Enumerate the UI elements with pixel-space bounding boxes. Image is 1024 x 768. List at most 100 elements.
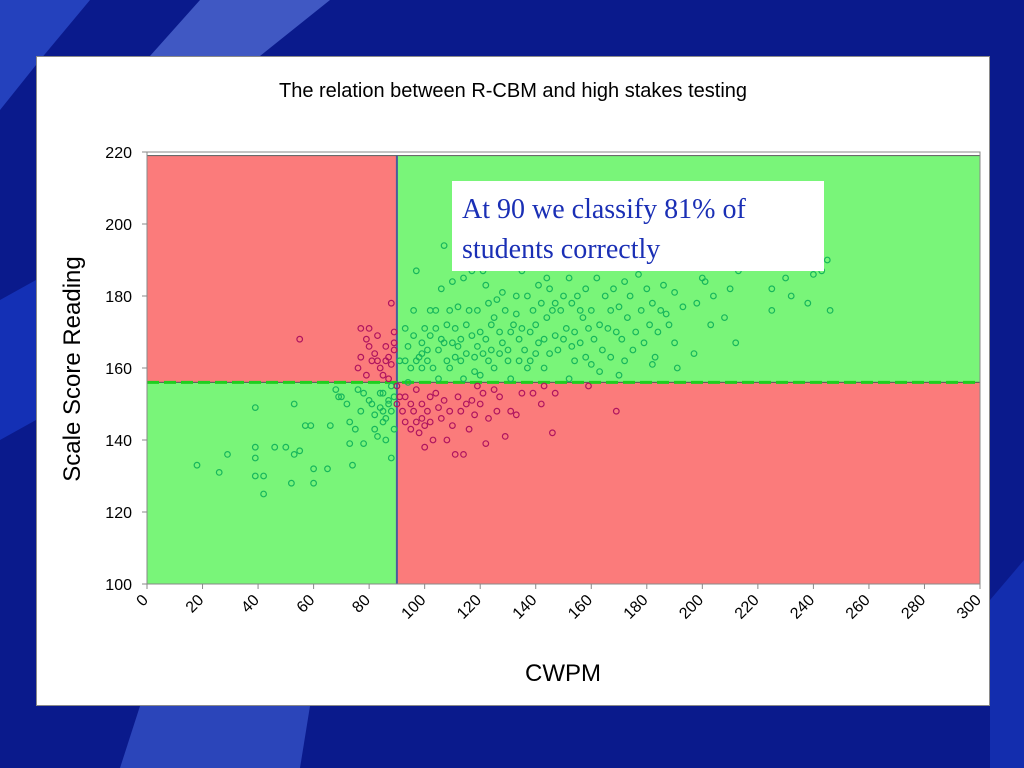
data-point-0 — [193, 461, 201, 469]
data-point-171 — [546, 285, 553, 293]
data-point-167 — [540, 364, 548, 372]
data-point-162 — [532, 350, 540, 358]
data-point-101 — [440, 242, 448, 250]
data-point-241 — [726, 285, 734, 293]
data-point-204 — [610, 285, 617, 293]
data-point-49 — [387, 407, 395, 415]
data-point-8 — [260, 490, 268, 498]
data-point-19 — [324, 465, 331, 473]
data-point-282 — [449, 422, 456, 430]
data-point-216 — [637, 307, 645, 314]
data-point-105 — [446, 307, 454, 314]
y-tick-label-4: 180 — [105, 289, 132, 306]
data-point-290 — [471, 411, 479, 419]
data-point-265 — [412, 386, 420, 394]
data-point-62 — [371, 350, 379, 358]
data-point-9 — [271, 443, 279, 451]
data-point-148 — [510, 321, 517, 329]
data-point-30 — [357, 407, 365, 415]
data-point-222 — [651, 353, 659, 361]
data-point-115 — [460, 274, 467, 282]
data-point-259 — [401, 418, 409, 426]
data-point-21 — [332, 386, 340, 394]
data-point-133 — [485, 299, 492, 307]
data-point-87 — [418, 339, 426, 347]
data-point-53 — [393, 400, 401, 408]
data-point-280 — [443, 436, 451, 444]
data-point-236 — [701, 278, 709, 286]
x-tick-label-2: 40 — [238, 592, 263, 617]
data-point-156 — [524, 292, 531, 300]
data-point-206 — [615, 371, 623, 379]
data-point-201 — [604, 325, 612, 332]
data-points — [193, 242, 834, 498]
data-point-96 — [432, 307, 440, 314]
data-point-57 — [357, 325, 365, 332]
data-point-166 — [540, 335, 548, 343]
data-point-214 — [632, 328, 640, 336]
data-point-56 — [357, 353, 365, 361]
x-tick-label-10: 200 — [676, 592, 707, 623]
data-point-305 — [540, 382, 548, 390]
data-point-228 — [671, 339, 678, 347]
x-tick-label-7: 140 — [510, 592, 541, 623]
data-point-130 — [482, 335, 490, 343]
data-point-246 — [768, 285, 776, 293]
data-point-47 — [385, 400, 393, 408]
data-point-109 — [451, 325, 459, 332]
data-point-82 — [410, 307, 418, 314]
y-tick-label-5: 200 — [105, 217, 132, 234]
callout-text: At 90 we classify 81% of students correc… — [462, 194, 746, 265]
data-point-233 — [690, 350, 698, 358]
data-point-135 — [487, 346, 495, 354]
data-point-308 — [565, 375, 573, 383]
y-tick-label-1: 120 — [105, 505, 132, 522]
data-point-64 — [374, 332, 381, 340]
x-tick-label-4: 80 — [349, 592, 374, 617]
data-point-219 — [646, 321, 653, 329]
data-point-262 — [407, 400, 415, 408]
data-point-285 — [457, 407, 465, 415]
data-point-97 — [435, 375, 442, 383]
data-point-118 — [462, 350, 470, 358]
data-point-88 — [418, 364, 426, 372]
data-point-80 — [407, 364, 415, 372]
data-point-75 — [390, 346, 398, 354]
data-point-120 — [468, 332, 476, 340]
data-point-190 — [582, 353, 590, 361]
data-point-286 — [460, 451, 467, 458]
data-point-127 — [476, 371, 484, 379]
data-point-168 — [543, 274, 551, 282]
data-point-58 — [363, 335, 370, 343]
data-point-23 — [338, 393, 345, 401]
data-point-44 — [382, 436, 390, 444]
data-point-164 — [535, 339, 542, 347]
data-point-301 — [512, 411, 520, 419]
data-point-157 — [524, 364, 531, 372]
data-point-24 — [343, 400, 351, 408]
data-point-276 — [432, 389, 440, 397]
data-point-261 — [404, 379, 412, 386]
data-point-51 — [390, 425, 398, 433]
data-point-1 — [215, 469, 223, 476]
data-point-254 — [823, 256, 831, 264]
data-point-99 — [437, 285, 445, 293]
data-point-299 — [501, 433, 509, 440]
data-point-270 — [421, 422, 429, 430]
data-point-223 — [654, 328, 662, 336]
y-axis-title: Scale Score Reading — [59, 256, 86, 481]
data-point-242 — [732, 339, 740, 347]
data-point-91 — [424, 346, 431, 354]
data-point-202 — [607, 307, 615, 314]
data-point-22 — [335, 393, 343, 401]
data-point-192 — [585, 325, 592, 332]
data-point-197 — [596, 321, 603, 329]
data-point-200 — [601, 292, 609, 300]
data-point-211 — [624, 314, 631, 322]
data-point-266 — [412, 418, 420, 426]
data-point-89 — [421, 325, 429, 332]
data-point-20 — [326, 422, 334, 430]
data-point-210 — [621, 357, 628, 365]
data-point-224 — [657, 307, 665, 314]
data-point-289 — [468, 397, 476, 404]
